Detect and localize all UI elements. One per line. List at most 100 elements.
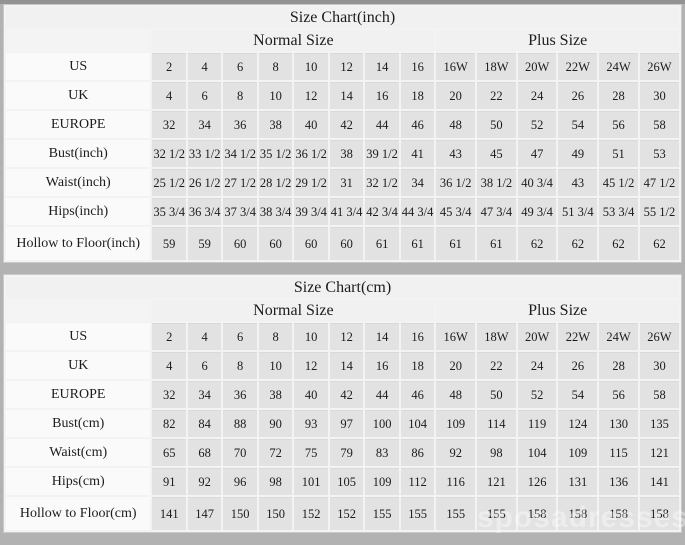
size-value-cell: 26 [558,82,598,109]
size-value-cell: 49 3/4 [517,198,557,225]
size-value-cell: 82 [152,410,186,437]
size-value-cell: 91 [152,468,186,495]
size-value-cell: 59 [187,227,222,260]
size-chart-inch-table: Size Chart(inch) Normal Size Plus Size U… [4,5,681,262]
size-value-cell: 45 [477,140,516,167]
size-value-cell: 54 [558,381,598,408]
size-value-cell: 8 [258,323,293,350]
size-value-cell: 52 [517,111,557,138]
size-value-cell: 58 [639,381,679,408]
size-value-cell: 98 [258,468,293,495]
size-value-cell: 24W [599,53,638,80]
size-value-cell: 46 [400,381,435,408]
normal-size-header: Normal Size [152,300,435,321]
size-value-cell: 35 3/4 [152,198,186,225]
size-value-cell: 20 [436,82,476,109]
size-value-cell: 33 1/2 [187,140,222,167]
size-value-cell: 109 [558,439,598,466]
size-value-cell: 56 [599,381,638,408]
size-value-cell: 27 1/2 [223,169,257,196]
size-value-cell: 58 [639,111,679,138]
size-value-cell: 52 [517,381,557,408]
size-value-cell: 61 [477,227,516,260]
size-value-cell: 124 [558,410,598,437]
size-value-cell: 61 [400,227,435,260]
size-value-cell: 20 [436,352,476,379]
size-value-cell: 51 [599,140,638,167]
table-title: Size Chart(inch) [6,7,679,28]
size-value-cell: 34 [400,169,435,196]
row-label: US [6,323,151,350]
size-value-cell: 16 [365,352,399,379]
plus-size-header: Plus Size [436,30,679,51]
size-value-cell: 68 [187,439,222,466]
row-label: Hollow to Floor(cm) [6,497,151,530]
size-value-cell: 105 [329,468,364,495]
size-value-cell: 158 [558,497,598,530]
size-value-cell: 60 [329,227,364,260]
size-value-cell: 75 [294,439,328,466]
size-value-cell: 28 [599,82,638,109]
size-value-cell: 116 [436,468,476,495]
size-value-cell: 104 [400,410,435,437]
size-value-cell: 60 [258,227,293,260]
size-value-cell: 45 1/2 [599,169,638,196]
table-row: Waist(inch) 25 1/2 26 1/2 27 1/2 28 1/2 29 1/… [6,169,679,196]
size-value-cell: 114 [477,410,516,437]
size-value-cell: 8 [258,53,293,80]
size-value-cell: 28 [599,352,638,379]
size-value-cell: 39 3/4 [294,198,328,225]
size-value-cell: 35 1/2 [258,140,293,167]
size-value-cell: 30 [639,352,679,379]
size-value-cell: 22 [477,82,516,109]
size-value-cell: 42 3/4 [365,198,399,225]
size-value-cell: 10 [258,352,293,379]
size-value-cell: 16W [436,323,476,350]
table-row: Hips(cm) 91 92 96 98 101 105 109 112 116 121 126 131… [6,468,679,495]
size-value-cell: 53 [639,140,679,167]
table-row: UK 4 6 8 10 12 14 16 18 20 22 24 26 28 30 [6,352,679,379]
size-value-cell: 18W [477,323,516,350]
table-row: Bust(inch) 32 1/2 33 1/2 34 1/2 35 1/2 36 1/2… [6,140,679,167]
size-value-cell: 34 [187,381,222,408]
size-value-cell: 8 [223,352,257,379]
size-value-cell: 42 [329,381,364,408]
size-value-cell: 62 [599,227,638,260]
size-value-cell: 141 [639,468,679,495]
size-value-cell: 10 [258,82,293,109]
size-value-cell: 135 [639,410,679,437]
size-value-cell: 2 [152,323,186,350]
size-value-cell: 24W [599,323,638,350]
size-value-cell: 79 [329,439,364,466]
size-value-cell: 16 [400,323,435,350]
size-value-cell: 93 [294,410,328,437]
size-value-cell: 155 [477,497,516,530]
size-value-cell: 152 [329,497,364,530]
size-value-cell: 41 3/4 [329,198,364,225]
size-value-cell: 41 [400,140,435,167]
size-value-cell: 49 [558,140,598,167]
size-value-cell: 4 [152,352,186,379]
table-title: Size Chart(cm) [6,277,679,298]
size-value-cell: 45 3/4 [436,198,476,225]
size-value-cell: 24 [517,352,557,379]
size-value-cell: 16 [400,53,435,80]
size-value-cell: 46 [400,111,435,138]
size-value-cell: 141 [152,497,186,530]
row-label: EUROPE [6,111,151,138]
table-row: US 2 4 6 8 10 12 14 16 16W 18W 20W 22W 24W 26W [6,53,679,80]
size-value-cell: 62 [639,227,679,260]
size-chart-page: { "page": { "watermark": "sposadresses" … [0,0,685,534]
size-value-cell: 40 [294,111,328,138]
size-value-cell: 83 [365,439,399,466]
row-label: Hollow to Floor(inch) [6,227,151,260]
row-label: US [6,53,151,80]
size-value-cell: 60 [223,227,257,260]
row-label: Bust(cm) [6,410,151,437]
row-label: Hips(cm) [6,468,151,495]
size-value-cell: 34 1/2 [223,140,257,167]
size-value-cell: 109 [365,468,399,495]
table-row: Hollow to Floor(cm) 141 147 150 150 152 152 155… [6,497,679,530]
row-label: Bust(inch) [6,140,151,167]
size-value-cell: 6 [223,323,257,350]
